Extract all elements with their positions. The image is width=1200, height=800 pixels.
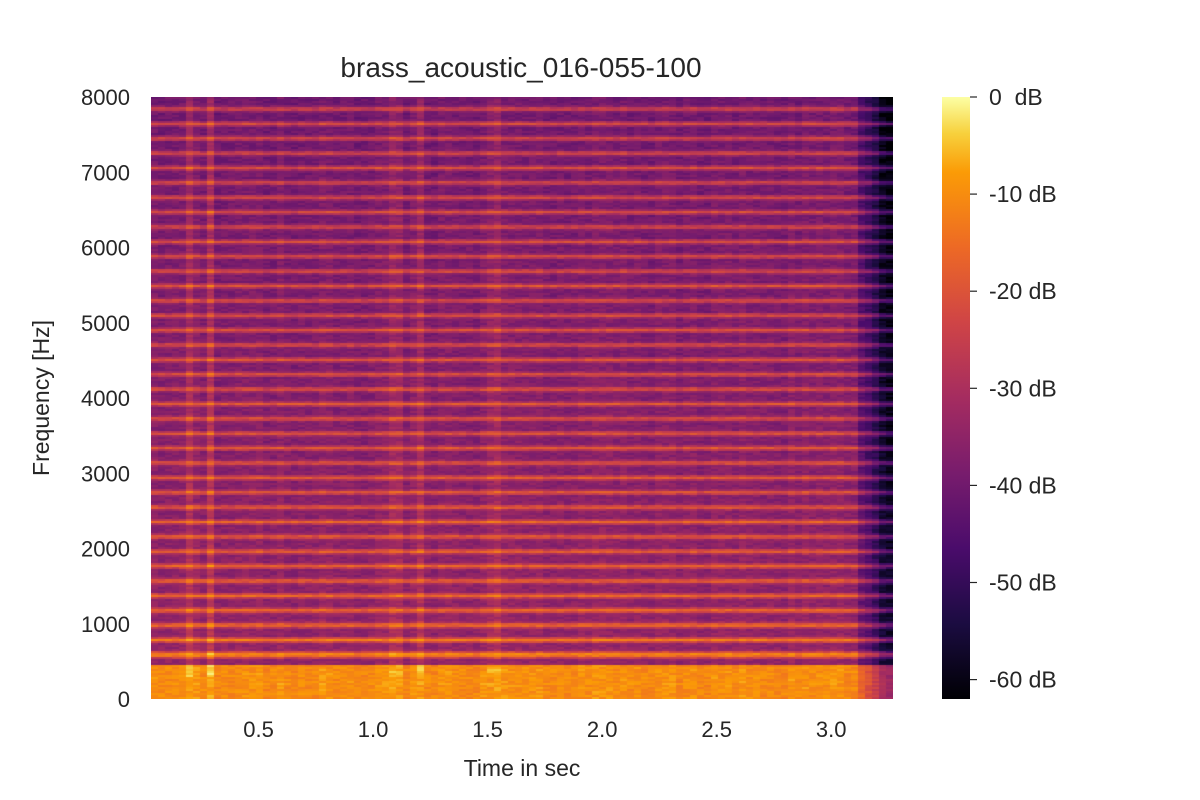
y-tick-label: 5000 (81, 311, 130, 336)
x-tick-label: 2.0 (587, 717, 618, 742)
spectrogram-plot-area (151, 97, 893, 699)
y-axis-ticks: 0 1000 2000 3000 4000 5000 6000 7000 8000 (81, 85, 130, 712)
y-tick-label: 1000 (81, 612, 130, 637)
colorbar-tick-label: -40 dB (989, 472, 1057, 498)
colorbar-tick-label: -10 dB (989, 181, 1057, 207)
x-tick-label: 0.5 (243, 717, 274, 742)
y-tick-label: 2000 (81, 537, 130, 562)
chart-title: brass_acoustic_016-055-100 (340, 52, 701, 83)
x-tick-label: 1.0 (358, 717, 389, 742)
colorbar-tick-label: -20 dB (989, 278, 1057, 304)
colorbar-ticks: 0 dB -10 dB -20 dB -30 dB -40 dB -50 dB -60 dB (970, 84, 1057, 693)
x-axis-label: Time in sec (464, 755, 581, 781)
y-tick-label: 7000 (81, 160, 130, 185)
colorbar-gradient (942, 97, 970, 699)
colorbar-tick-label: -60 dB (989, 667, 1057, 693)
y-tick-label: 8000 (81, 85, 130, 110)
x-tick-label: 3.0 (816, 717, 847, 742)
colorbar: 0 dB -10 dB -20 dB -30 dB -40 dB -50 dB -60 dB (942, 84, 1057, 699)
x-tick-label: 1.5 (472, 717, 503, 742)
colorbar-tick-label: -50 dB (989, 570, 1057, 596)
y-tick-label: 0 (118, 687, 130, 712)
spectrogram-heatmap (151, 97, 893, 699)
x-axis-ticks: 0.5 1.0 1.5 2.0 2.5 3.0 (243, 717, 846, 742)
y-axis-label: Frequency [Hz] (28, 320, 54, 476)
y-tick-label: 3000 (81, 461, 130, 486)
colorbar-tick-label: -30 dB (989, 375, 1057, 401)
colorbar-tick-label: 0 dB (989, 84, 1043, 110)
y-tick-label: 6000 (81, 236, 130, 261)
x-tick-label: 2.5 (701, 717, 732, 742)
y-tick-label: 4000 (81, 386, 130, 411)
